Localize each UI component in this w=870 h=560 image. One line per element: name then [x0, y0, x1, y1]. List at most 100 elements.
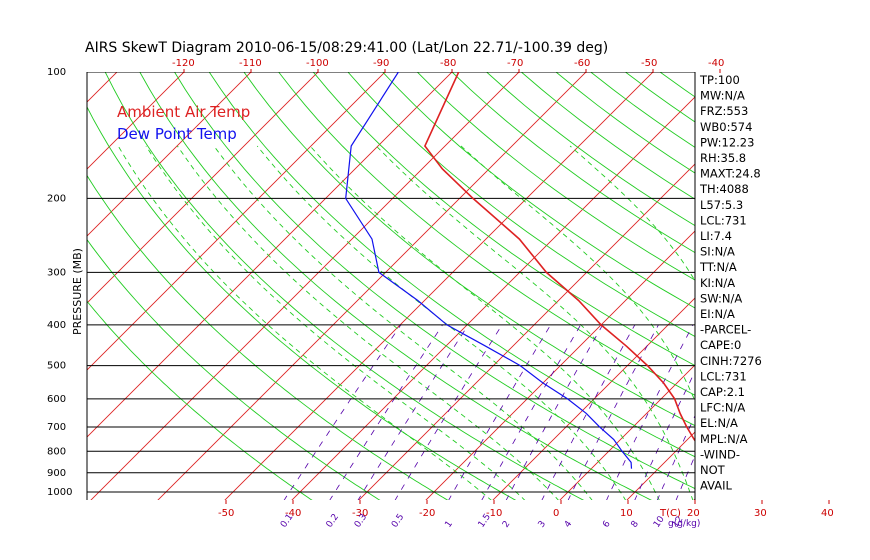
sidebar-index-item: RH:35.8 [700, 151, 746, 165]
sidebar-index-item: TH:4088 [699, 182, 749, 196]
sidebar-index-item: SW:N/A [700, 291, 742, 305]
bottom-temp-tick-label: -40 [285, 508, 301, 519]
mixing-ratio-line [606, 324, 694, 500]
isotherm-line [224, 72, 654, 500]
dewpoint-profile [345, 72, 633, 469]
mixing-ratio-tick-label: 4 [563, 519, 575, 530]
pressure-tick-label: 500 [47, 361, 66, 372]
bottom-temp-tick-label: 10 [620, 508, 633, 519]
dry-adiabat-line [312, 72, 695, 367]
moist-adiabat-line [805, 146, 827, 501]
dry-adiabat-line [139, 72, 652, 500]
isotherm-line [827, 53, 870, 501]
bottom-temp-tick-label: -30 [352, 508, 368, 519]
isotherm-line [0, 53, 2, 501]
sidebar-index-item: FRZ:553 [700, 104, 748, 118]
moist-adiabat-line [375, 145, 694, 500]
mixing-ratio-line [755, 325, 826, 501]
mixing-ratio-line [808, 325, 870, 501]
grid-lines [0, 53, 870, 501]
sidebar-index-item: TT:N/A [699, 260, 737, 274]
mixing-ratio-tick-label: 8 [629, 519, 641, 530]
sidebar-index-item: MW:N/A [700, 89, 745, 103]
pressure-tick-label: 100 [47, 67, 66, 78]
sidebar-index-item: TP:100 [699, 73, 740, 87]
top-temp-tick-label: -80 [440, 58, 456, 69]
bottom-temp-tick-label: 40 [821, 508, 834, 519]
isotherm-line [87, 72, 185, 170]
mixing-ratio-tick-label: 6 [601, 519, 613, 530]
sidebar-index-item: CINH:7276 [700, 354, 762, 368]
mixing-ratio-line [283, 324, 402, 500]
pressure-tick-label: 400 [47, 320, 66, 331]
isotherm-line [87, 72, 319, 304]
dry-adiabat-line [451, 72, 695, 254]
mixing-ratio-tick-label: 0.2 [325, 512, 341, 529]
chart-title: AIRS SkewT Diagram 2010-06-15/08:29:41.0… [85, 40, 608, 56]
isotherm-line [358, 163, 695, 500]
isotherm-line [87, 72, 252, 237]
dry-adiabat-line [769, 53, 870, 501]
isotherm-line [559, 364, 695, 500]
pressure-tick-label: 900 [47, 468, 66, 479]
top-temp-tick-label: -70 [507, 58, 523, 69]
dry-adiabat-line [693, 72, 695, 73]
dry-adiabat-line [208, 72, 695, 458]
dry-adiabat-line [87, 174, 449, 500]
isotherm-line [87, 72, 453, 438]
sidebar-index-item: SI:N/A [700, 245, 735, 259]
dry-adiabat-line [520, 72, 695, 200]
dry-adiabat-line [278, 72, 695, 396]
bottom-temp-tick-label: -10 [486, 508, 502, 519]
isotherm-line [90, 72, 520, 500]
sidebar-index-item: EL:N/A [700, 416, 738, 430]
dry-adiabat-line [736, 53, 870, 501]
sidebar-index-item: NOT [700, 463, 726, 477]
top-temp-tick-label: -120 [172, 58, 195, 69]
dry-adiabat-line [87, 238, 381, 500]
pressure-tick-label: 800 [47, 446, 66, 457]
sidebar-index-item: -WIND- [700, 447, 740, 461]
mixing-ratio-label: g(g/kg) [668, 519, 700, 529]
sidebar-index-item: LCL:731 [700, 213, 747, 227]
sidebar-index-item: EI:N/A [700, 307, 735, 321]
temperature-profile [423, 72, 695, 443]
pressure-tick-label: 1000 [47, 487, 72, 498]
sidebar-index-item: MAXT:24.8 [700, 167, 761, 181]
bottom-temp-tick-label: 30 [754, 508, 767, 519]
top-temp-tick-label: -40 [708, 58, 724, 69]
y-axis-label: PRESSURE (MB) [71, 248, 84, 335]
sidebar-index-item: LFC:N/A [700, 401, 745, 415]
dry-adiabat-line [243, 72, 695, 427]
sidebar-index-item: WB0:574 [700, 120, 752, 134]
bottom-temp-tick-label: -20 [419, 508, 435, 519]
sidebar-index-item: CAPE:0 [700, 338, 741, 352]
sidebar-index-item: L57:5.3 [700, 198, 743, 212]
profile-lines [345, 72, 695, 469]
isotherm-line [425, 230, 695, 500]
isotherm-line [87, 72, 386, 371]
sidebar-index-item: LI:7.4 [700, 229, 732, 243]
mixing-ratio-line [394, 324, 503, 500]
top-temp-tick-label: -90 [373, 58, 389, 69]
sidebar-index-item: LCL:731 [700, 369, 747, 383]
pressure-tick-label: 200 [47, 193, 66, 204]
mixing-ratio-tick-label: 3 [537, 519, 548, 529]
mixing-ratio-tick-label: 2 [501, 519, 512, 529]
mixing-ratio-line [505, 324, 603, 500]
isotherm-line [291, 96, 695, 500]
mixing-ratio-line [567, 324, 659, 500]
dry-adiabat-line [416, 72, 695, 281]
moist-adiabat-line [177, 145, 559, 500]
mixing-ratio-line [775, 325, 843, 501]
isotherm-line [760, 53, 870, 501]
sidebar-index-item: KI:N/A [700, 276, 735, 290]
moist-adiabat-line [117, 145, 492, 500]
legend-dew-point-temp: Dew Point Temp [117, 125, 237, 143]
top-temp-tick-label: -50 [641, 58, 657, 69]
isotherm-line [157, 72, 587, 500]
sidebar-index-item: CAP:2.1 [700, 385, 745, 399]
legend-ambient-air-temp: Ambient Air Temp [117, 103, 250, 121]
